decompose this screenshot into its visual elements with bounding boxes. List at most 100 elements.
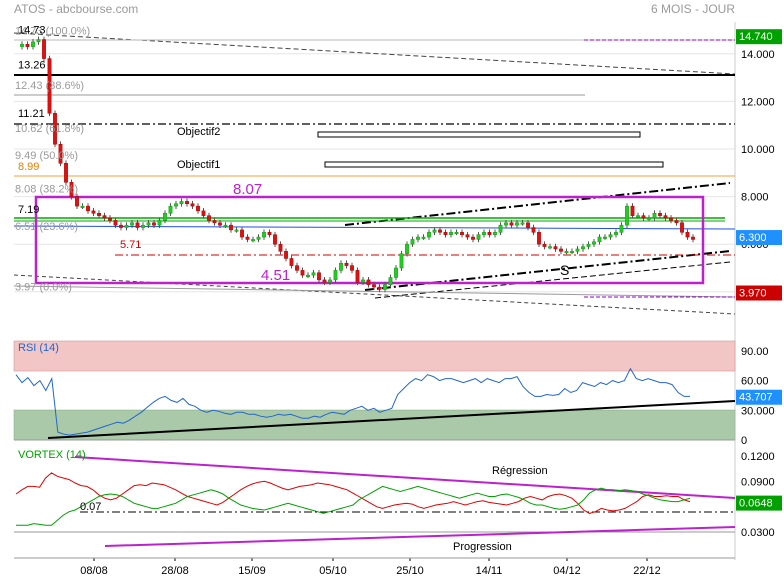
price-badge-label: 6.300 bbox=[739, 232, 767, 244]
fib-labels: 14.73 (100.0%) 12.43 (38.6%) 10.62 (61.8%)… bbox=[15, 25, 90, 293]
pattern-label: S bbox=[560, 262, 569, 278]
candlesticks bbox=[20, 36, 695, 293]
candle bbox=[168, 205, 173, 214]
candle bbox=[25, 44, 30, 47]
candle bbox=[432, 229, 437, 233]
candle bbox=[663, 215, 668, 219]
rsi-value-badge bbox=[736, 389, 782, 405]
objectif2-box bbox=[317, 131, 641, 138]
range-low-label: 4.51 bbox=[261, 267, 290, 284]
fib-label: 6.51 (23.6%) bbox=[15, 221, 78, 233]
candle bbox=[487, 232, 492, 235]
chart-header-period: 6 MOIS - JOUR bbox=[651, 2, 735, 16]
chart-header-symbol: ATOS - abcbourse.com bbox=[14, 2, 138, 16]
candle bbox=[251, 239, 255, 242]
candle bbox=[146, 222, 151, 226]
candle bbox=[691, 236, 695, 240]
candle bbox=[322, 279, 327, 283]
candle bbox=[102, 215, 107, 219]
candle bbox=[163, 213, 167, 221]
candle bbox=[53, 113, 57, 145]
candle bbox=[135, 222, 140, 228]
price-tick-label: 10.000 bbox=[741, 144, 775, 156]
candle bbox=[267, 232, 272, 235]
candle bbox=[355, 270, 360, 283]
candle bbox=[207, 215, 211, 221]
candle bbox=[344, 262, 349, 266]
candle bbox=[240, 229, 244, 238]
price-badges: 14.740 6.300 3.970 bbox=[736, 29, 782, 301]
uptrend-line-bottom bbox=[364, 250, 731, 291]
candle bbox=[152, 222, 156, 226]
price-badge bbox=[736, 29, 782, 45]
candle bbox=[80, 205, 85, 208]
vortex-tick-label: 0.0900 bbox=[741, 476, 775, 488]
level-label: 14.73 bbox=[18, 24, 46, 36]
candle bbox=[300, 270, 305, 276]
candle bbox=[377, 286, 382, 290]
vortex-progression-line bbox=[104, 526, 736, 547]
candle bbox=[399, 253, 404, 269]
candle bbox=[476, 234, 481, 240]
level-label: 5.71 bbox=[120, 239, 141, 251]
candle bbox=[443, 232, 448, 235]
candle bbox=[36, 39, 41, 43]
candle bbox=[394, 267, 398, 278]
fib-label: 12.43 (38.6%) bbox=[15, 80, 84, 92]
candle bbox=[383, 284, 387, 290]
candle bbox=[454, 232, 459, 235]
candle bbox=[636, 215, 640, 218]
candle bbox=[124, 224, 129, 228]
candle bbox=[69, 182, 74, 197]
vortex-regression-label: Régression bbox=[492, 465, 548, 477]
vortex-progression-label: Progression bbox=[453, 541, 512, 553]
vortex-tick-label: 0.0300 bbox=[741, 527, 775, 539]
candle bbox=[438, 229, 442, 233]
fib-label: 9.49 (50.0%) bbox=[15, 150, 78, 162]
candle bbox=[113, 220, 118, 226]
candle bbox=[625, 205, 629, 226]
rsi-badge: 43.707 bbox=[736, 389, 782, 405]
vortex-plus-line bbox=[16, 485, 691, 526]
price-badge-label: 3.970 bbox=[739, 288, 767, 300]
candle bbox=[278, 243, 283, 252]
candle bbox=[504, 222, 508, 226]
candle bbox=[31, 41, 35, 47]
candle bbox=[185, 201, 189, 204]
rsi-value-label: 43.707 bbox=[739, 392, 773, 404]
candle bbox=[465, 234, 470, 238]
rsi-tick-label: 30.000 bbox=[741, 405, 775, 417]
candle bbox=[603, 236, 607, 239]
candle bbox=[619, 224, 624, 233]
price-badge-label: 14.740 bbox=[739, 31, 773, 43]
vortex-ref-label: 0.07 bbox=[80, 501, 101, 513]
candle bbox=[537, 232, 541, 245]
rsi-title: RSI (14) bbox=[18, 342, 59, 354]
candle bbox=[405, 243, 409, 254]
level-label: 13.26 bbox=[18, 59, 46, 71]
vortex-title: VORTEX (14) bbox=[18, 449, 86, 461]
candle bbox=[597, 236, 602, 243]
candle bbox=[658, 213, 662, 216]
candle bbox=[493, 232, 497, 235]
candle bbox=[592, 241, 596, 245]
candle bbox=[256, 236, 261, 240]
fib-label: 8.08 (38.2%) bbox=[15, 184, 78, 196]
x-tick-label: 05/10 bbox=[319, 565, 347, 577]
rsi-oversold-zone bbox=[13, 409, 736, 441]
price-badge bbox=[736, 230, 782, 246]
vortex-value-badge bbox=[736, 495, 782, 511]
fib-label: 14.73 (100.0%) bbox=[15, 25, 90, 37]
objectif2-label: Objectif2 bbox=[177, 126, 220, 138]
candle bbox=[201, 210, 206, 216]
candle bbox=[179, 201, 184, 204]
range-high-label: 8.07 bbox=[233, 181, 262, 198]
vortex-badge: 0.0648 bbox=[736, 495, 782, 511]
level-label: 8.99 bbox=[18, 161, 39, 173]
candle bbox=[542, 243, 547, 247]
candle bbox=[86, 205, 90, 212]
candle bbox=[526, 222, 530, 228]
candle bbox=[328, 279, 332, 283]
